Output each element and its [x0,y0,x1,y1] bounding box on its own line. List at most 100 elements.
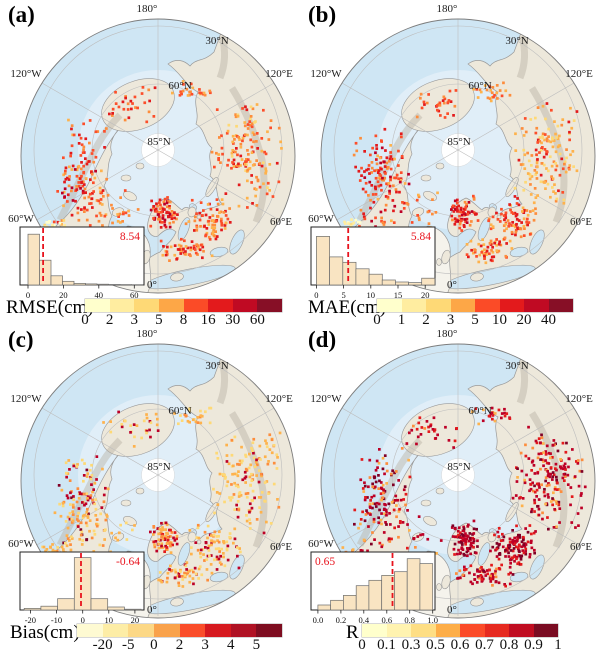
colorbar-segment [208,299,233,312]
graticule-label-bottom: 0° [447,279,457,291]
histogram-tick-label: 20 [131,615,140,625]
histogram-tick-label: -10 [51,615,62,625]
histogram-tick-label: 0.6 [381,615,392,625]
colorbar [77,624,282,637]
colorbar-row-(c): Bias(cm) -20 -5 0 2 3 4 5 [0,621,300,649]
graticule-label-lower_right: 60°E [570,216,592,228]
graticule-label-lower_right: 60°E [270,541,292,553]
graticule-label-top: 180° [437,328,458,340]
histogram-x-axis: 0 5 10 15 20 [314,285,429,300]
colorbar-segment [401,299,426,312]
graticule-label-upper_left: 120°W [10,393,42,405]
panel-c: 180° 120°W 120°E 60°W 60°E 0° 30°N 60°N 85°N -20-… [0,325,300,649]
colorbar-tick-label: 5 [155,312,163,328]
histogram-inset-(c): -20 -10 0 10 20 -0.64 [19,551,145,625]
mean-value-label: 0.65 [315,556,335,568]
colorbar-segment [77,624,103,637]
colorbar-segment [232,299,258,312]
colorbar-tick-label: 3 [446,312,455,328]
colorbar-tick-label: 0.1 [377,637,396,649]
colorbar-labels: 0 0.1 0.3 0.5 0.6 0.7 0.8 0.9 1 [358,637,562,649]
graticule-label-upper_right: 120°E [265,68,293,80]
graticule-label-upper_left: 120°W [310,393,342,405]
graticule-label-lower_left: 60°W [8,213,34,225]
colorbar-segment [230,624,257,637]
colorbar-segment [377,299,402,312]
panel-label: (b) [308,2,337,27]
histogram-x-axis: 0 20 40 60 [26,285,139,300]
graticule-label-top: 180° [137,328,158,340]
graticule-label-lat85: 85°N [147,461,170,473]
colorbar-segment [460,624,485,637]
histogram-tick-label: 20 [421,290,430,300]
colorbar-segment [426,299,451,312]
histogram-inset-(d): 0.0 0.2 0.4 0.6 0.8 1.0 0.65 [310,551,438,625]
histogram-inset-(b): 0 5 10 15 20 5.84 [310,226,436,300]
graticule-label-lat30: 30°N [505,35,528,47]
histogram-bars [317,558,434,611]
colorbar-tick-label: 0.7 [475,637,494,649]
colorbar-segment [179,624,206,637]
graticule-label-bottom: 0° [147,279,157,291]
colorbar-tick-label: 5 [252,637,261,649]
metric-label: RMSE(cm) [6,297,94,318]
colorbar-row-(b): MAE(cm) 0 1 2 3 5 10 20 40 [300,296,600,330]
histogram-tick-label: 0 [81,615,85,625]
metric-label: MAE(cm) [308,297,387,318]
colorbar-tick-label: 0.9 [524,637,543,649]
colorbar-row-(a): RMSE(cm) 0 2 3 5 8 16 30 60 [0,296,300,330]
histogram-tick-label: 0 [26,290,30,300]
colorbar-tick-label: 3 [201,637,209,649]
colorbar-segment [158,299,184,312]
histogram-tick-label: -20 [25,615,36,625]
panel-label: (d) [308,327,337,352]
graticule-label-top: 180° [437,3,458,15]
colorbar [362,624,558,637]
graticule-label-upper_right: 120°E [265,393,293,405]
colorbar-tick-label: 0.8 [499,637,519,649]
graticule-label-lat60: 60°N [168,80,191,92]
colorbar-segment [411,624,436,637]
graticule-label-upper_left: 120°W [310,68,342,80]
histogram-tick-label: 40 [95,290,104,300]
metric-label: R [346,622,359,643]
colorbar-tick-label: 40 [541,312,556,328]
graticule-label-lat30: 30°N [505,360,528,372]
graticule-label-lower_right: 60°E [570,541,592,553]
histogram-bars [23,557,142,611]
colorbar-segment [499,299,524,312]
graticule-label-lower_right: 60°E [270,216,292,228]
graticule-label-upper_right: 120°E [565,393,593,405]
colorbar-tick-label: 1 [397,312,406,328]
colorbar-segment [102,624,129,637]
colorbar-tick-label: 1 [554,637,562,649]
colorbar-tick-label: 2 [175,637,184,649]
histogram-tick-label: 15 [394,290,403,300]
histogram-tick-label: 0.8 [404,615,415,625]
colorbar-tick-label: 60 [249,312,265,328]
histogram-x-axis: 0.0 0.2 0.4 0.6 0.8 1.0 [313,610,438,625]
colorbar-tick-label: 16 [200,312,216,328]
colorbar-tick-label: 30 [225,312,241,328]
histogram-tick-label: 20 [59,290,68,300]
histogram-tick-label: 0 [314,290,318,300]
graticule-label-lower_left: 60°W [308,538,334,550]
graticule [33,344,283,616]
colorbar-segment [205,624,231,637]
colorbar-segment [256,624,282,637]
panel-b: 180° 120°W 120°E 60°W 60°E 0° 30°N 60°N 85°N 0 5 10… [300,0,600,328]
panel-label: (a) [8,2,35,27]
colorbar-labels: 0 1 2 3 5 10 20 40 [373,312,573,328]
colorbar-tick-label: 2 [105,312,114,328]
map-circle-edge [20,18,296,294]
histogram-tick-label: 5 [341,290,345,300]
panel-label: (c) [8,327,34,352]
graticule-label-lower_left: 60°W [8,538,34,550]
colorbar-labels: 0 2 3 5 8 16 30 60 [81,312,282,328]
colorbar-segment [362,624,387,637]
colorbar-segment [533,624,558,637]
colorbar-segment [475,299,500,312]
colorbar-segment [386,624,411,637]
map-circle-edge [320,18,596,294]
